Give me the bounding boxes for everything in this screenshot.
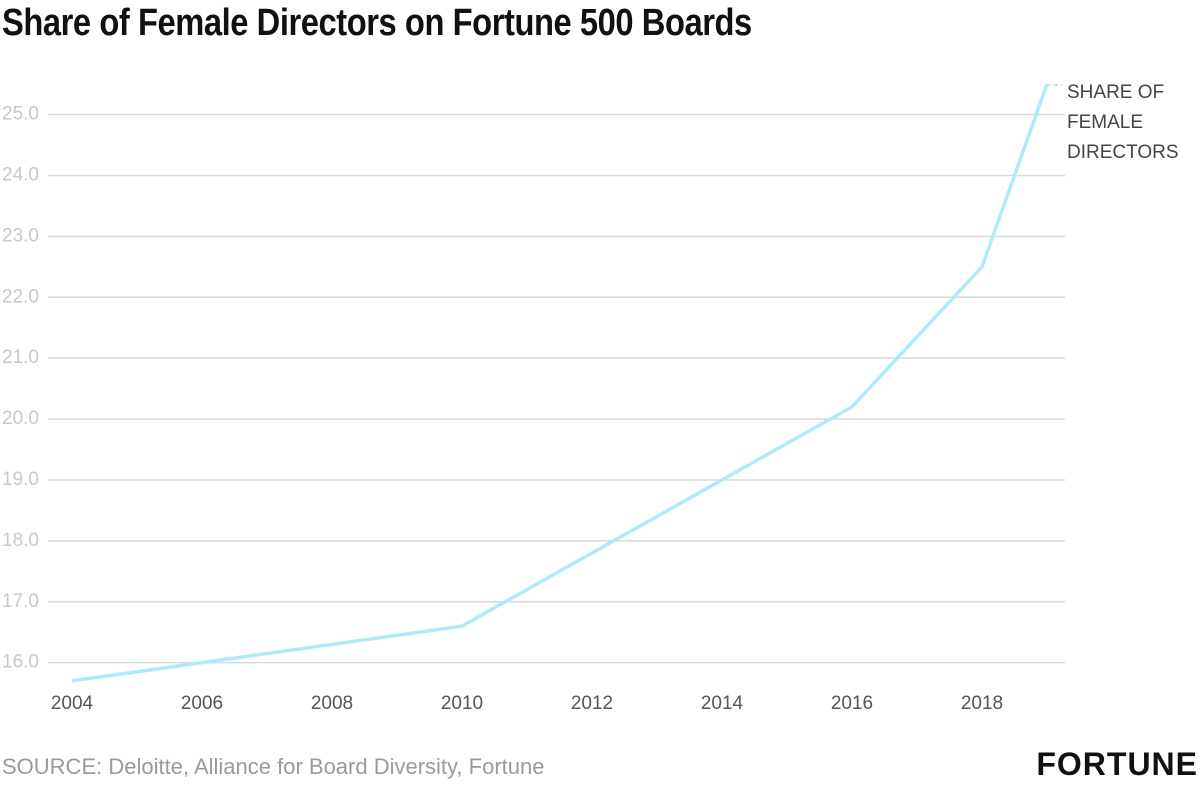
data-line [71,83,1049,683]
x-tick-label: 2016 [831,693,873,714]
x-tick-label: 2008 [311,693,353,714]
source-note: SOURCE: Deloitte, Alliance for Board Div… [2,754,545,779]
x-tick-label: 2018 [961,693,1003,714]
x-tick-label: 2010 [441,693,483,714]
y-tick-label: 22.0 [2,286,39,307]
x-tick-label: 2006 [181,693,223,714]
y-tick-label: 16.0 [2,652,39,673]
y-tick-label: 20.0 [2,408,39,429]
brand-logo: FORTUNE [1036,746,1198,782]
y-tick-label: 18.0 [2,530,39,551]
series-label: SHARE OF FEMALE DIRECTORS [1067,82,1179,163]
x-tick-label: 2012 [571,693,613,714]
y-tick-label: 17.0 [2,591,39,612]
y-tick-label: 19.0 [2,469,39,490]
y-tick-label: 25.0 [2,104,39,125]
y-tick-label: 21.0 [2,347,39,368]
y-tick-label: 23.0 [2,225,39,246]
x-tick-label: 2004 [51,693,94,714]
chart-title: Share of Female Directors on Fortune 500… [2,2,752,44]
y-tick-label: 24.0 [2,164,39,185]
x-tick-label: 2014 [701,693,744,714]
